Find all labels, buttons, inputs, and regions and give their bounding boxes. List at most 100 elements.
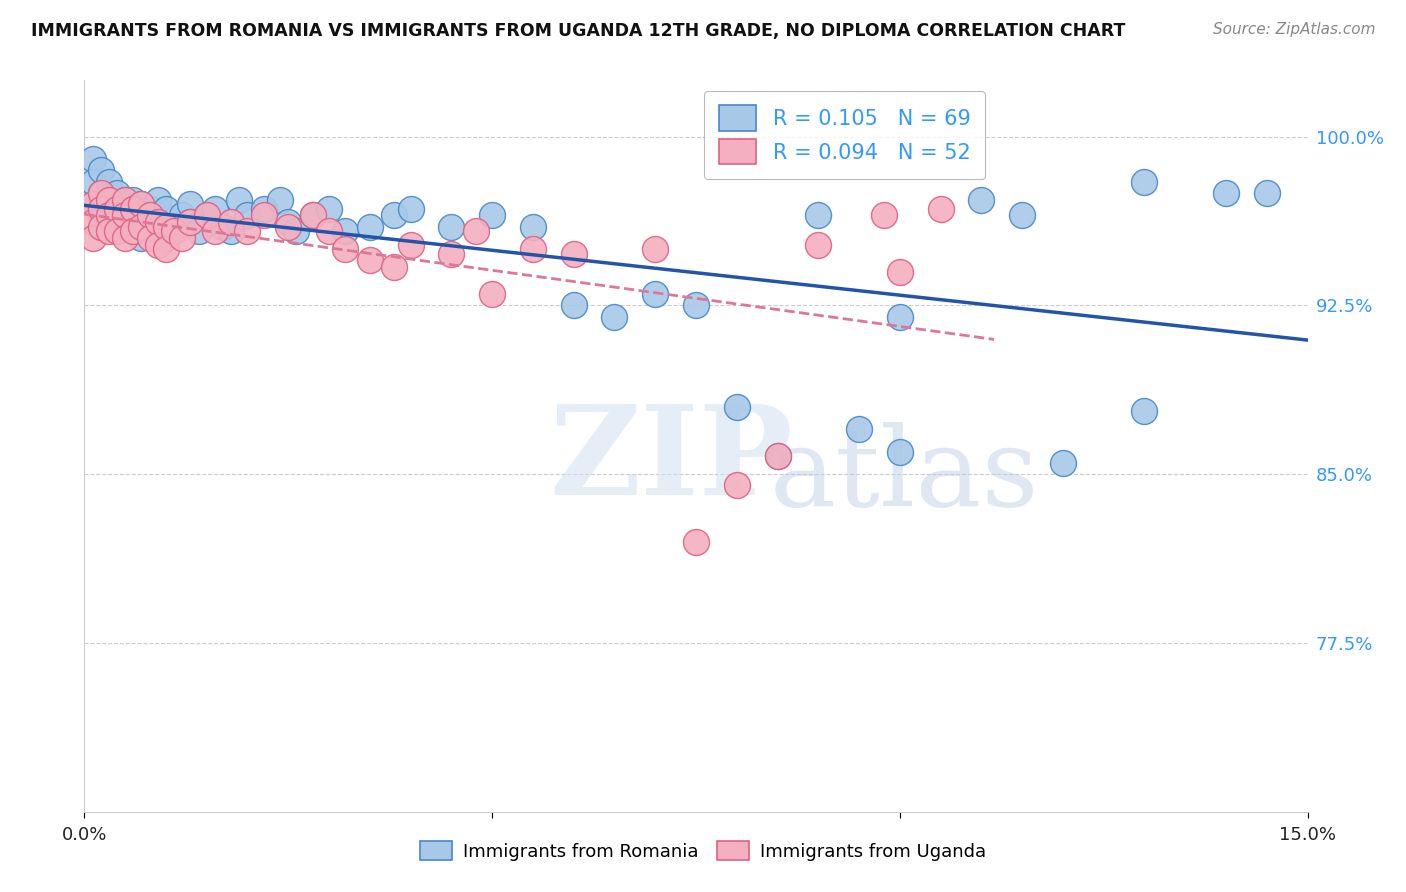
Point — [97, 224, 120, 238]
Point — [114, 208, 136, 222]
Point — [155, 231, 177, 245]
Point — [155, 202, 177, 216]
Point — [90, 163, 112, 178]
Point — [155, 242, 177, 256]
Point — [82, 215, 104, 229]
Point — [131, 197, 153, 211]
Point — [131, 212, 153, 227]
Point — [114, 193, 136, 207]
Point — [301, 208, 323, 222]
Point — [236, 224, 259, 238]
Point — [90, 219, 112, 234]
Point — [644, 287, 666, 301]
Point — [138, 219, 160, 234]
Point — [114, 219, 136, 234]
Point — [155, 219, 177, 234]
Point — [122, 202, 145, 216]
Point — [807, 237, 830, 252]
Point — [1215, 186, 1237, 200]
Point — [807, 208, 830, 222]
Point — [1011, 208, 1033, 222]
Point — [90, 186, 112, 200]
Point — [179, 215, 201, 229]
Point — [562, 246, 585, 260]
Point — [285, 224, 308, 238]
Point — [187, 224, 209, 238]
Point — [1052, 456, 1074, 470]
Point — [318, 224, 340, 238]
Point — [562, 298, 585, 312]
Point — [97, 208, 120, 222]
Point — [105, 202, 128, 216]
Point — [90, 197, 112, 211]
Point — [253, 208, 276, 222]
Point — [382, 208, 405, 222]
Point — [105, 202, 128, 216]
Point — [1256, 186, 1278, 200]
Point — [212, 219, 235, 234]
Point — [82, 152, 104, 166]
Point — [163, 219, 186, 234]
Point — [90, 186, 112, 200]
Point — [335, 242, 357, 256]
Point — [204, 224, 226, 238]
Point — [82, 197, 104, 211]
Point — [522, 242, 544, 256]
Point — [464, 224, 486, 238]
Point — [146, 215, 169, 229]
Text: Source: ZipAtlas.com: Source: ZipAtlas.com — [1212, 22, 1375, 37]
Point — [122, 224, 145, 238]
Point — [172, 231, 194, 245]
Point — [970, 193, 993, 207]
Point — [399, 202, 422, 216]
Point — [179, 215, 201, 229]
Point — [90, 202, 112, 216]
Point — [146, 215, 169, 229]
Point — [359, 253, 381, 268]
Point — [335, 224, 357, 238]
Point — [105, 215, 128, 229]
Point — [848, 422, 870, 436]
Point — [90, 208, 112, 222]
Point — [277, 215, 299, 229]
Point — [105, 224, 128, 238]
Point — [1133, 404, 1156, 418]
Point — [82, 231, 104, 245]
Point — [114, 193, 136, 207]
Point — [114, 231, 136, 245]
Text: atlas: atlas — [769, 422, 1039, 529]
Point — [872, 208, 894, 222]
Point — [253, 202, 276, 216]
Point — [644, 242, 666, 256]
Text: ZIP: ZIP — [550, 401, 793, 521]
Point — [725, 400, 748, 414]
Point — [195, 208, 218, 222]
Point — [359, 219, 381, 234]
Point — [685, 534, 707, 549]
Point — [138, 208, 160, 222]
Point — [269, 193, 291, 207]
Point — [889, 310, 911, 324]
Point — [97, 197, 120, 211]
Point — [97, 208, 120, 222]
Point — [172, 208, 194, 222]
Point — [219, 224, 242, 238]
Point — [122, 208, 145, 222]
Point — [97, 175, 120, 189]
Point — [146, 193, 169, 207]
Legend: Immigrants from Romania, Immigrants from Uganda: Immigrants from Romania, Immigrants from… — [411, 832, 995, 870]
Point — [204, 202, 226, 216]
Point — [481, 208, 503, 222]
Point — [82, 197, 104, 211]
Point — [889, 264, 911, 278]
Point — [105, 186, 128, 200]
Point — [603, 310, 626, 324]
Point — [382, 260, 405, 274]
Point — [318, 202, 340, 216]
Point — [1133, 175, 1156, 189]
Point — [228, 193, 250, 207]
Point — [195, 208, 218, 222]
Point — [889, 444, 911, 458]
Point — [219, 215, 242, 229]
Point — [122, 193, 145, 207]
